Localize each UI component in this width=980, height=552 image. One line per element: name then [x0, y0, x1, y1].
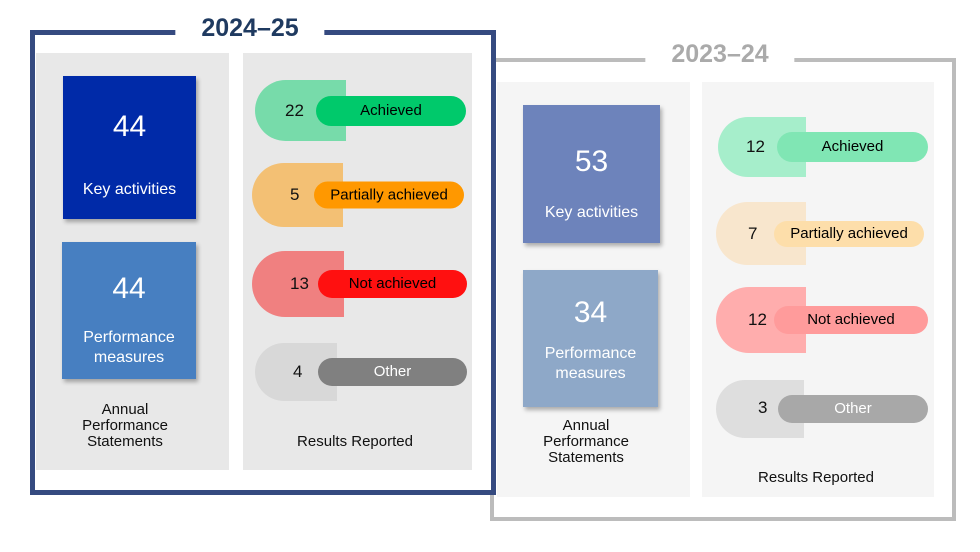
result-label: Achieved — [777, 132, 928, 162]
year-title-2023-24: 2023–24 — [645, 40, 795, 69]
key-activities-count: 53 — [574, 145, 609, 178]
result-label: Achieved — [316, 95, 466, 126]
key-activities-count: 44 — [112, 110, 147, 143]
performance-measures-label: Performance measures — [544, 345, 637, 382]
key-activities-label: Key activities — [82, 181, 177, 198]
result-not-achieved-2024-25: 13 Not achieved — [252, 251, 467, 317]
aps-caption-2024-25: Annual Performance Statements — [82, 401, 168, 450]
result-label: Partially achieved — [314, 181, 464, 209]
result-count: 12 — [746, 137, 765, 156]
results-caption-2023-24: Results Reported — [758, 469, 874, 486]
result-label: Partially achieved — [774, 220, 924, 247]
aps-caption-2023-24: Annual Performance Statements — [543, 417, 629, 466]
performance-measures-count: 34 — [573, 296, 608, 329]
key-activities-label: Key activities — [544, 204, 639, 221]
result-count: 13 — [290, 274, 309, 293]
result-partially-achieved-2024-25: 5 Partially achieved — [252, 163, 464, 227]
year-title-2024-25: 2024–25 — [175, 14, 325, 43]
result-count: 7 — [748, 223, 758, 243]
result-label: Other — [778, 395, 928, 423]
result-label: Not achieved — [318, 270, 467, 298]
result-count: 22 — [285, 100, 304, 120]
result-count: 12 — [748, 310, 767, 329]
result-other-2024-25: 4 Other — [255, 343, 467, 401]
result-count: 4 — [293, 362, 303, 381]
performance-measures-count: 44 — [112, 272, 146, 305]
performance-measures-label: Performance measures — [83, 329, 175, 366]
result-label: Other — [318, 358, 467, 386]
result-count: 3 — [758, 397, 768, 417]
performance-measures-tile-2024-25: 44 Performance measures — [62, 242, 196, 379]
result-achieved-2024-25: 22 Achieved — [255, 80, 467, 141]
result-count: 5 — [290, 185, 300, 204]
result-not-achieved-2023-24: 12 Not achieved — [716, 287, 928, 353]
result-partially-achieved-2023-24: 7 Partially achieved — [716, 202, 928, 265]
result-label: Not achieved — [774, 306, 928, 334]
results-caption-2024-25: Results Reported — [297, 433, 413, 450]
result-other-2023-24: 3 Other — [716, 380, 928, 438]
key-activities-tile-2023-24: 53 Key activities — [523, 105, 660, 243]
performance-measures-tile-2023-24: 34 Performance measures — [523, 270, 658, 407]
result-achieved-2023-24: 12 Achieved — [718, 117, 930, 177]
key-activities-tile-2024-25: 44 Key activities — [63, 76, 196, 219]
